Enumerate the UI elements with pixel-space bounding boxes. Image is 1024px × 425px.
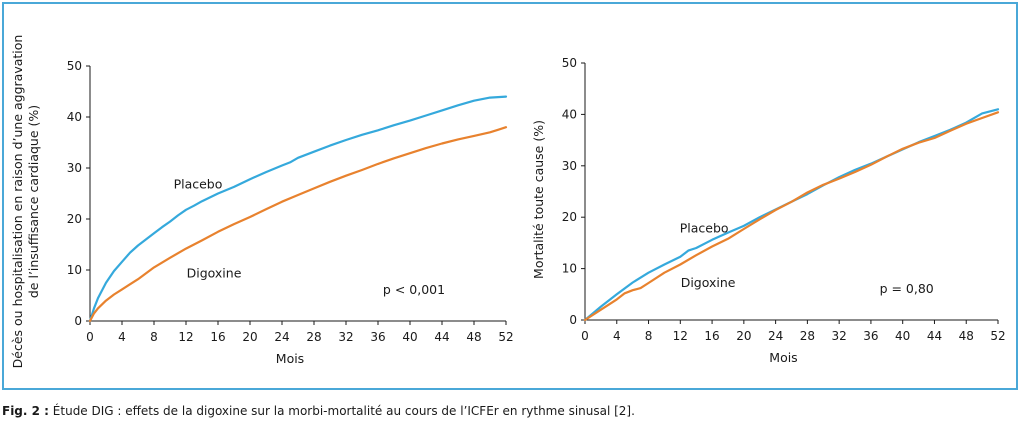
- x-tick-label: 4: [613, 329, 621, 343]
- x-tick-label: 16: [704, 329, 719, 343]
- y-tick-label: 50: [67, 59, 82, 73]
- y-tick-label: 50: [562, 56, 577, 70]
- x-tick-label: 48: [466, 330, 481, 344]
- y-tick-label: 40: [67, 110, 82, 124]
- annotation-label: p = 0,80: [880, 281, 934, 296]
- x-tick-label: 32: [832, 329, 847, 343]
- x-tick-label: 8: [150, 330, 158, 344]
- caption-text: Étude DIG : effets de la digoxine sur la…: [52, 404, 635, 418]
- annotation-label: Placebo: [680, 221, 729, 236]
- x-tick-label: 36: [370, 330, 385, 344]
- caption-label: Fig. 2 :: [2, 404, 49, 418]
- x-tick-label: 8: [645, 329, 653, 343]
- x-tick-label: 40: [895, 329, 910, 343]
- y-tick-label: 0: [569, 313, 577, 327]
- x-tick-label: 24: [274, 330, 289, 344]
- x-tick-label: 0: [581, 329, 589, 343]
- x-tick-label: 12: [178, 330, 193, 344]
- annotation-label: Placebo: [174, 176, 223, 191]
- x-tick-label: 12: [673, 329, 688, 343]
- x-tick-label: 0: [86, 330, 94, 344]
- series-line-digoxine: [88, 126, 508, 323]
- y-axis-label-line: Mortalité toute cause (%): [531, 120, 546, 279]
- y-tick-label: 20: [562, 210, 577, 224]
- annotation-label: Digoxine: [681, 275, 736, 290]
- x-tick-label: 52: [498, 330, 513, 344]
- x-tick-label: 32: [338, 330, 353, 344]
- y-tick-label: 30: [562, 159, 577, 173]
- x-tick-label: 40: [402, 330, 417, 344]
- figure-frame: [2, 2, 1018, 390]
- x-tick-label: 28: [306, 330, 321, 344]
- y-axis-label: Mortalité toute cause (%): [531, 120, 546, 279]
- series-line-placebo: [88, 95, 508, 323]
- series-line-placebo: [583, 108, 1000, 322]
- figure-caption: Fig. 2 : Étude DIG : effets de la digoxi…: [2, 404, 635, 418]
- y-tick-label: 10: [67, 263, 82, 277]
- x-tick-label: 44: [434, 330, 449, 344]
- y-tick-label: 0: [74, 314, 82, 328]
- x-tick-label: 16: [210, 330, 225, 344]
- x-tick-label: 24: [768, 329, 783, 343]
- x-tick-label: 4: [118, 330, 126, 344]
- annotation-label: p < 0,001: [383, 282, 445, 297]
- y-axis-label-line: de l’insuffisance cardiaque (%): [26, 105, 41, 298]
- x-tick-label: 20: [736, 329, 751, 343]
- x-tick-label: 28: [800, 329, 815, 343]
- x-tick-label: 52: [990, 329, 1005, 343]
- y-tick-label: 10: [562, 262, 577, 276]
- x-tick-label: 48: [959, 329, 974, 343]
- x-tick-label: 20: [242, 330, 257, 344]
- x-axis-label: Mois: [769, 350, 797, 365]
- x-tick-label: 44: [927, 329, 942, 343]
- y-tick-label: 30: [67, 161, 82, 175]
- x-tick-label: 36: [863, 329, 878, 343]
- series-line-digoxine: [583, 111, 1000, 322]
- y-axis-label: Décès ou hospitalisation en raison d’une…: [10, 35, 41, 369]
- annotation-label: Digoxine: [187, 266, 242, 281]
- y-tick-label: 40: [562, 107, 577, 121]
- y-tick-label: 20: [67, 212, 82, 226]
- x-axis-label: Mois: [276, 351, 304, 366]
- y-axis-label-line: Décès ou hospitalisation en raison d’une…: [10, 35, 25, 369]
